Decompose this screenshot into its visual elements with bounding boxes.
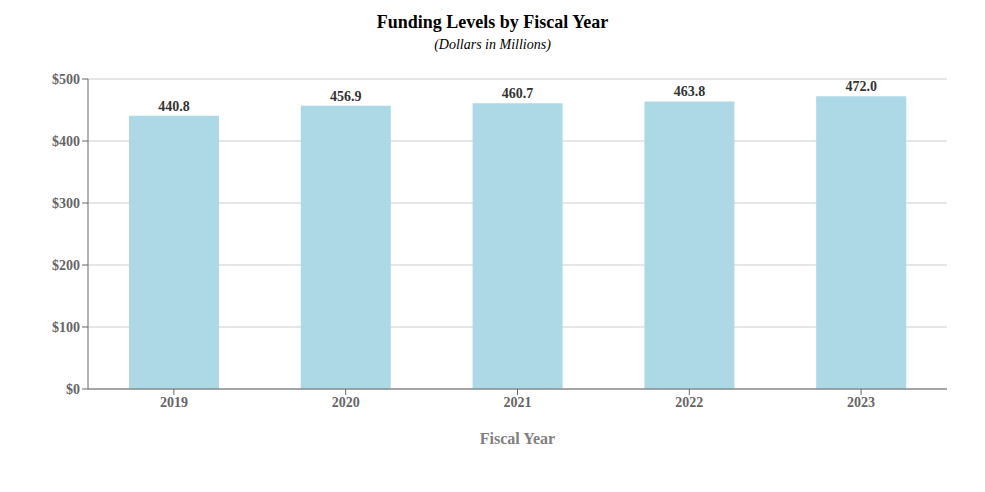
html-text:(Dollars in Millions): (Dollars in Millions)	[434, 37, 551, 52]
svg-text:440.8: 440.8	[158, 99, 190, 114]
svg-text:2023: 2023	[847, 395, 875, 410]
svg-text:2020: 2020	[332, 395, 360, 410]
svg-text:$0: $0	[66, 382, 80, 397]
svg-text:460.7: 460.7	[502, 86, 534, 101]
svg-text:$300: $300	[52, 196, 80, 211]
svg-text:2019: 2019	[160, 395, 188, 410]
svg-text:$200: $200	[52, 258, 80, 273]
svg-text:$400: $400	[52, 134, 80, 149]
svg-text:Fiscal Year: Fiscal Year	[480, 430, 555, 447]
svg-text:$500: $500	[52, 72, 80, 87]
html-text:Funding Levels by Fiscal Year: Funding Levels by Fiscal Year	[376, 12, 609, 32]
svg-text:2021: 2021	[504, 395, 532, 410]
svg-text:456.9: 456.9	[330, 89, 362, 104]
svg-text:$100: $100	[52, 320, 80, 335]
svg-text:472.0: 472.0	[845, 79, 877, 94]
svg-text:2022: 2022	[675, 395, 703, 410]
svg-text:463.8: 463.8	[674, 84, 706, 99]
